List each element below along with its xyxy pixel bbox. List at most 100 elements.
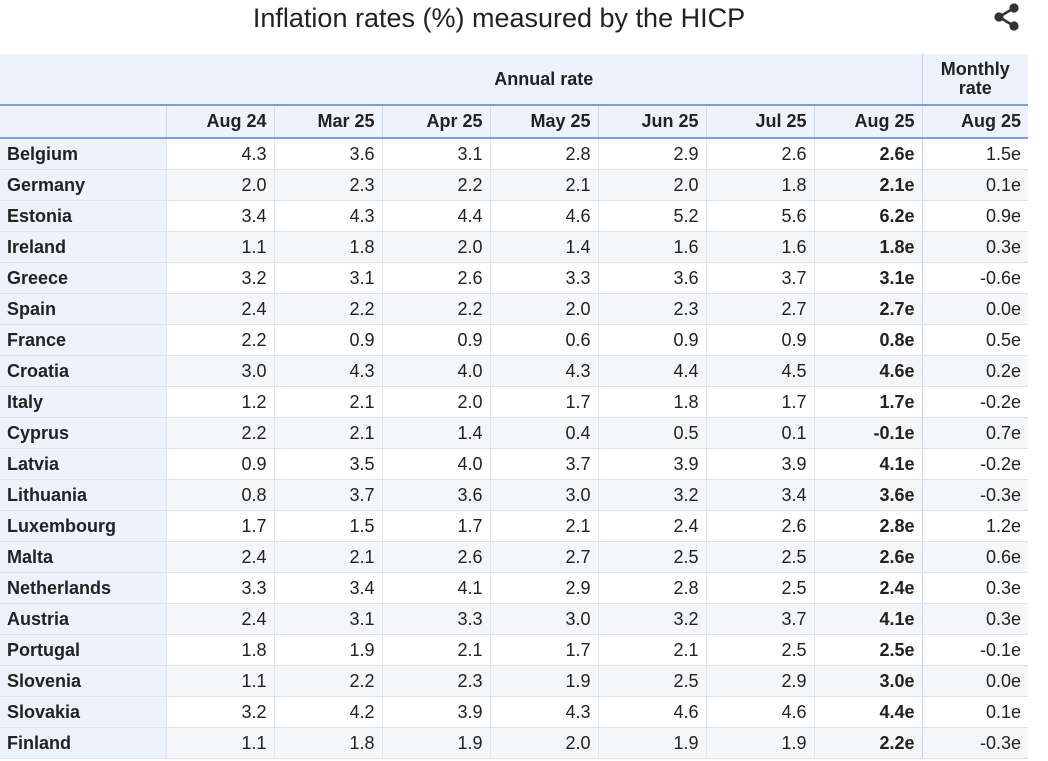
latest-annual-rate-cell: 2.6e [813,541,922,573]
annual-rate-cell: 1.4 [489,231,598,263]
monthly-rate-cell: -0.6e [921,262,1028,294]
table-row: Portugal 1.8 1.9 2.1 1.7 2.1 2.5 2.5e -0.1e [0,634,1028,666]
annual-rate-cell: 2.7 [489,541,598,573]
annual-rate-cell: 3.3 [489,262,598,294]
monthly-rate-cell: 0.0e [921,665,1028,697]
monthly-rate-cell: 1.2e [921,510,1028,542]
annual-rate-cell: 3.9 [381,696,490,728]
annual-rate-cell: 1.1 [165,231,274,263]
country-cell: Slovenia [0,665,166,697]
monthly-rate-cell: -0.1e [921,634,1028,666]
table-row: Finland 1.1 1.8 1.9 2.0 1.9 1.9 2.2e -0.3e [0,727,1028,759]
annual-rate-cell: 1.7 [705,386,814,418]
annual-rate-cell: 2.8 [489,138,598,170]
table-row: Spain 2.4 2.2 2.2 2.0 2.3 2.7 2.7e 0.0e [0,293,1028,325]
monthly-rate-cell: 0.1e [921,696,1028,728]
annual-rate-cell: 2.9 [705,665,814,697]
monthly-rate-cell: 0.3e [921,572,1028,604]
latest-annual-rate-cell: 2.1e [813,169,922,201]
table-row: Slovakia 3.2 4.2 3.9 4.3 4.6 4.6 4.4e 0.1e [0,696,1028,728]
annual-rate-cell: 2.7 [705,293,814,325]
country-cell: France [0,324,166,356]
annual-rate-cell: 3.7 [273,479,382,511]
column-header: May 25 [489,105,598,139]
annual-rate-cell: 3.0 [489,603,598,635]
annual-rate-cell: 3.6 [273,138,382,170]
column-header: Jul 25 [705,105,814,139]
monthly-rate-header-line2: rate [958,78,992,98]
annual-rate-cell: 3.4 [705,479,814,511]
annual-rate-cell: 1.9 [381,727,490,759]
latest-annual-rate-cell: -0.1e [813,417,922,449]
annual-rate-cell: 0.9 [705,324,814,356]
latest-annual-rate-cell: 3.6e [813,479,922,511]
monthly-rate-cell: -0.3e [921,479,1028,511]
annual-rate-cell: 4.6 [705,696,814,728]
share-icon[interactable] [990,2,1022,32]
annual-rate-cell: 5.6 [705,200,814,232]
table-row: Netherlands 3.3 3.4 4.1 2.9 2.8 2.5 2.4e 0.3e [0,572,1028,604]
monthly-rate-cell: 0.3e [921,231,1028,263]
annual-rate-cell: 3.1 [273,603,382,635]
annual-rate-cell: 0.4 [489,417,598,449]
annual-rate-cell: 2.6 [705,510,814,542]
country-cell: Austria [0,603,166,635]
annual-rate-cell: 3.9 [705,448,814,480]
latest-annual-rate-cell: 3.1e [813,262,922,294]
table-row: Cyprus 2.2 2.1 1.4 0.4 0.5 0.1 -0.1e 0.7e [0,417,1028,449]
latest-annual-rate-cell: 2.5e [813,634,922,666]
annual-rate-cell: 3.2 [597,479,706,511]
annual-rate-cell: 1.8 [165,634,274,666]
annual-rate-cell: 1.9 [597,727,706,759]
latest-annual-rate-cell: 4.1e [813,603,922,635]
country-cell: Latvia [0,448,166,480]
monthly-rate-cell: 0.9e [921,200,1028,232]
annual-rate-cell: 4.3 [273,200,382,232]
column-header: Aug 25 [813,105,922,139]
annual-rate-header: Annual rate [166,54,922,106]
annual-rate-cell: 1.8 [273,727,382,759]
country-cell: Spain [0,293,166,325]
annual-rate-cell: 4.0 [381,448,490,480]
annual-rate-cell: 3.6 [381,479,490,511]
annual-rate-cell: 2.2 [273,293,382,325]
annual-rate-cell: 1.1 [165,665,274,697]
annual-rate-cell: 2.9 [597,138,706,170]
annual-rate-cell: 2.2 [381,169,490,201]
annual-rate-cell: 1.8 [597,386,706,418]
annual-rate-cell: 0.5 [597,417,706,449]
annual-rate-cell: 2.1 [489,510,598,542]
annual-rate-cell: 4.0 [381,355,490,387]
monthly-rate-header: Monthly rate [921,54,1028,106]
annual-rate-cell: 2.6 [705,138,814,170]
annual-rate-cell: 2.5 [705,572,814,604]
annual-rate-cell: 4.6 [597,696,706,728]
annual-rate-cell: 2.0 [489,727,598,759]
latest-annual-rate-cell: 2.6e [813,138,922,170]
annual-rate-cell: 2.4 [165,293,274,325]
inflation-table-container: Annual rate Monthly rate Aug 24 Mar 25 A… [0,54,1028,759]
monthly-rate-header-line1: Monthly [940,59,1010,79]
annual-rate-cell: 1.6 [705,231,814,263]
table-row: Estonia 3.4 4.3 4.4 4.6 5.2 5.6 6.2e 0.9e [0,200,1028,232]
annual-rate-cell: 3.5 [273,448,382,480]
annual-rate-cell: 1.7 [165,510,274,542]
annual-rate-cell: 2.4 [597,510,706,542]
country-cell: Finland [0,727,166,759]
annual-rate-cell: 2.0 [381,231,490,263]
column-header: Aug 24 [165,105,274,139]
country-cell: Netherlands [0,572,166,604]
annual-rate-cell: 2.5 [597,541,706,573]
table-row: Lithuania 0.8 3.7 3.6 3.0 3.2 3.4 3.6e -0.3e [0,479,1028,511]
annual-rate-cell: 3.7 [705,262,814,294]
annual-rate-cell: 2.2 [165,324,274,356]
inflation-table: Annual rate Monthly rate Aug 24 Mar 25 A… [0,54,1028,759]
annual-rate-cell: 1.9 [273,634,382,666]
latest-annual-rate-cell: 1.7e [813,386,922,418]
country-cell: Greece [0,262,166,294]
country-cell: Croatia [0,355,166,387]
latest-annual-rate-cell: 0.8e [813,324,922,356]
table-row: Croatia 3.0 4.3 4.0 4.3 4.4 4.5 4.6e 0.2e [0,355,1028,387]
country-cell: Slovakia [0,696,166,728]
page-title: Inflation rates (%) measured by the HICP [252,3,746,33]
